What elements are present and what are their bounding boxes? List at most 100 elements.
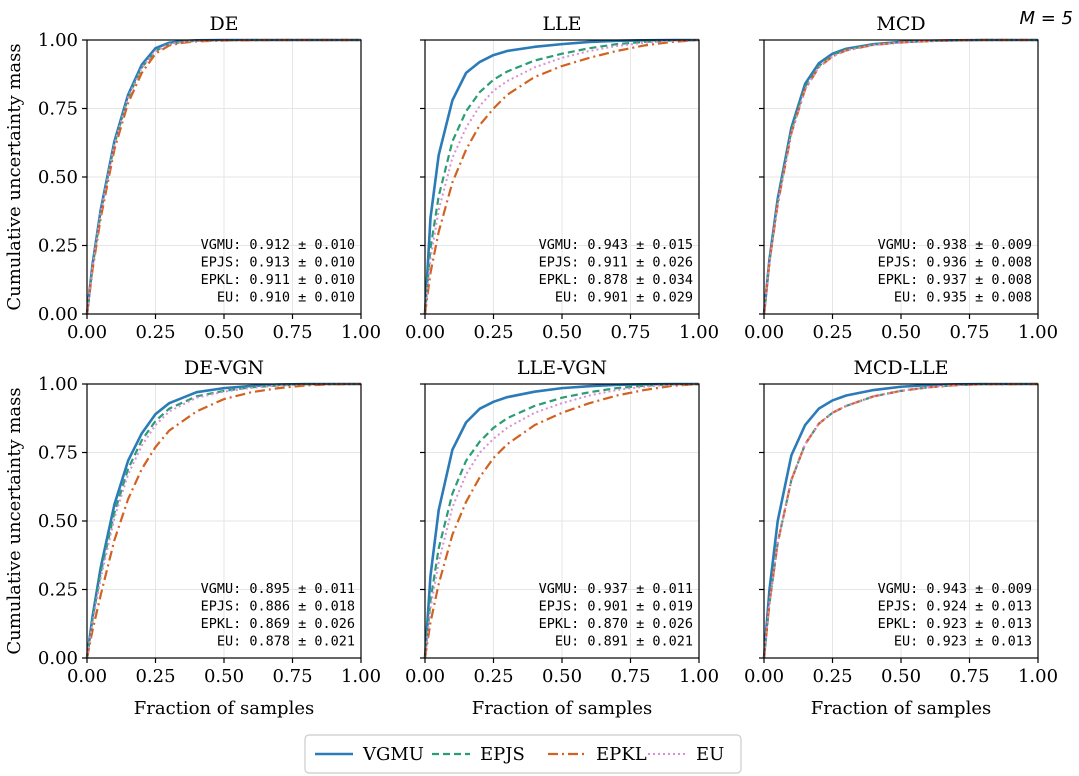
subplot-de-vgn: 0.000.00 0.25 0.25 0.50 0.50 0.75 0.75 1.00 1.00… <box>4 357 381 719</box>
series-line-eu <box>763 383 1039 659</box>
score-annotation: VGMU: 0.895 ± 0.011 <box>201 581 355 597</box>
x-tick-label: 0.50 <box>204 322 244 343</box>
subplot-title: MCD-LLE <box>853 357 948 379</box>
legend-item-eu: EU <box>648 744 724 765</box>
y-tick-label: 1.00 <box>38 374 78 395</box>
series-line-epkl <box>85 382 362 659</box>
subplot-title: DE <box>209 13 238 35</box>
x-tick-label: 1.00 <box>679 666 719 687</box>
x-tick-label: 1.00 <box>1018 322 1058 343</box>
x-tick-label: 0.50 <box>542 322 582 343</box>
subplot-mcd-lle: 0.00 0.25 0.50 0.75 1.00 MCD-LLE Fraction of s… <box>744 357 1058 719</box>
score-annotation: EU: 0.901 ± 0.029 <box>555 290 693 306</box>
subplot-title: DE-VGN <box>184 357 264 379</box>
score-annotation: EPKL: 0.923 ± 0.013 <box>878 616 1032 632</box>
score-annotation: EPJS: 0.913 ± 0.010 <box>201 255 355 271</box>
x-tick-label: 1.00 <box>679 322 719 343</box>
y-tick-label: 0.50 <box>38 511 78 532</box>
legend-frame <box>304 734 742 774</box>
x-tick-label: 0.75 <box>272 666 312 687</box>
series-line-eu <box>86 383 361 659</box>
score-annotation: EPKL: 0.911 ± 0.010 <box>201 272 355 288</box>
score-annotation: EU: 0.923 ± 0.013 <box>894 634 1032 650</box>
legend-label: EU <box>696 744 724 765</box>
x-tick-label: 0.50 <box>881 322 921 343</box>
subplots-grid: 0.000.000.250.250.500.500.750.751.001.00… <box>4 13 1058 719</box>
score-annotation: EPJS: 0.886 ± 0.018 <box>201 599 355 615</box>
score-annotation: VGMU: 0.943 ± 0.009 <box>878 581 1032 597</box>
y-tick-label: 0.00 <box>38 304 78 325</box>
score-annotation: VGMU: 0.943 ± 0.015 <box>539 237 693 253</box>
x-tick-label: 0.00 <box>405 666 445 687</box>
y-tick-label: 0.75 <box>38 443 78 464</box>
score-annotation: EPJS: 0.911 ± 0.026 <box>539 255 693 271</box>
x-tick-label: 0.50 <box>204 666 244 687</box>
x-tick-label: 0.00 <box>744 666 784 687</box>
legend-label: EPKL <box>596 744 647 765</box>
x-tick-label: 0.00 <box>67 666 107 687</box>
score-annotation: EPKL: 0.869 ± 0.026 <box>201 616 355 632</box>
score-annotation: VGMU: 0.912 ± 0.010 <box>201 237 355 253</box>
score-annotation: EPJS: 0.901 ± 0.019 <box>539 599 693 615</box>
score-annotation: EPKL: 0.937 ± 0.008 <box>878 272 1032 288</box>
x-tick-label: 0.25 <box>473 666 513 687</box>
legend-item-epkl: EPKL <box>548 744 647 765</box>
x-tick-label: 1.00 <box>341 666 381 687</box>
x-tick-label: 0.75 <box>949 322 989 343</box>
legend-label: EPJS <box>480 744 525 765</box>
score-annotation: EU: 0.910 ± 0.010 <box>217 290 355 306</box>
subplot-title: LLE-VGN <box>517 357 607 379</box>
y-tick-label: 0.75 <box>38 99 78 120</box>
subplot-title: LLE <box>542 13 581 35</box>
score-annotation: VGMU: 0.938 ± 0.009 <box>878 237 1032 253</box>
x-tick-label: 0.25 <box>135 322 175 343</box>
score-annotation: EU: 0.878 ± 0.021 <box>217 634 355 650</box>
legend-label: VGMU <box>362 744 424 765</box>
x-tick-label: 0.00 <box>67 322 107 343</box>
x-axis-label: Fraction of samples <box>472 698 652 719</box>
x-tick-label: 0.75 <box>610 666 650 687</box>
subplot-mcd: 0.00 0.25 0.50 0.75 1.00 MCD VGMU: 0.938 ± 0.0… <box>744 13 1058 343</box>
x-tick-label: 0.25 <box>812 666 852 687</box>
y-axis-label: Cumulative uncertainty mass <box>4 43 25 310</box>
score-annotation: EPJS: 0.924 ± 0.013 <box>878 599 1032 615</box>
x-tick-label: 0.75 <box>272 322 312 343</box>
corner-label: M = 5 <box>1019 8 1073 29</box>
subplot-de: 0.000.00 0.25 0.25 0.50 0.50 0.75 0.75 1.00 1.00… <box>4 13 381 343</box>
y-tick-label: 0.00 <box>38 648 78 669</box>
y-tick-label: 0.25 <box>38 580 78 601</box>
series-line-eu <box>424 383 700 659</box>
series-line-epjs <box>423 38 700 315</box>
x-tick-label: 0.00 <box>405 322 445 343</box>
score-annotation: EU: 0.935 ± 0.008 <box>894 290 1032 306</box>
subplot-lle-vgn: 0.00 0.25 0.50 0.75 1.00 LLE-VGN Fraction of s… <box>405 357 719 719</box>
legend-item-vgmu: VGMU <box>315 744 424 765</box>
y-tick-label: 0.25 <box>38 236 78 257</box>
subplot-lle: 0.00 0.25 0.50 0.75 1.00 LLE VGMU: 0.943 ± 0.0… <box>405 13 719 343</box>
x-axis-label: Fraction of samples <box>811 698 991 719</box>
x-tick-label: 0.25 <box>135 666 175 687</box>
y-axis-label: Cumulative uncertainty mass <box>4 387 25 654</box>
x-tick-label: 1.00 <box>341 322 381 343</box>
series-line-epkl <box>762 38 1038 315</box>
x-tick-label: 0.75 <box>949 666 989 687</box>
score-annotation: EPKL: 0.870 ± 0.026 <box>539 616 693 632</box>
x-tick-label: 0.25 <box>812 322 852 343</box>
score-annotation: EU: 0.891 ± 0.021 <box>555 634 693 650</box>
legend: VGMU EPJS EPKL EU <box>304 734 742 774</box>
series-line-epkl <box>423 38 700 315</box>
y-tick-label: 1.00 <box>38 30 78 51</box>
score-annotation: EPKL: 0.878 ± 0.034 <box>539 272 693 288</box>
x-tick-label: 0.75 <box>610 322 650 343</box>
x-tick-label: 0.25 <box>473 322 513 343</box>
legend-item-epjs: EPJS <box>432 744 525 765</box>
score-annotation: VGMU: 0.937 ± 0.011 <box>539 581 693 597</box>
subplot-title: MCD <box>876 13 925 35</box>
x-tick-label: 0.00 <box>744 322 784 343</box>
x-tick-label: 0.50 <box>881 666 921 687</box>
score-annotation: EPJS: 0.936 ± 0.008 <box>878 255 1032 271</box>
x-axis-label: Fraction of samples <box>134 698 314 719</box>
y-tick-label: 0.50 <box>38 167 78 188</box>
x-tick-label: 1.00 <box>1018 666 1058 687</box>
